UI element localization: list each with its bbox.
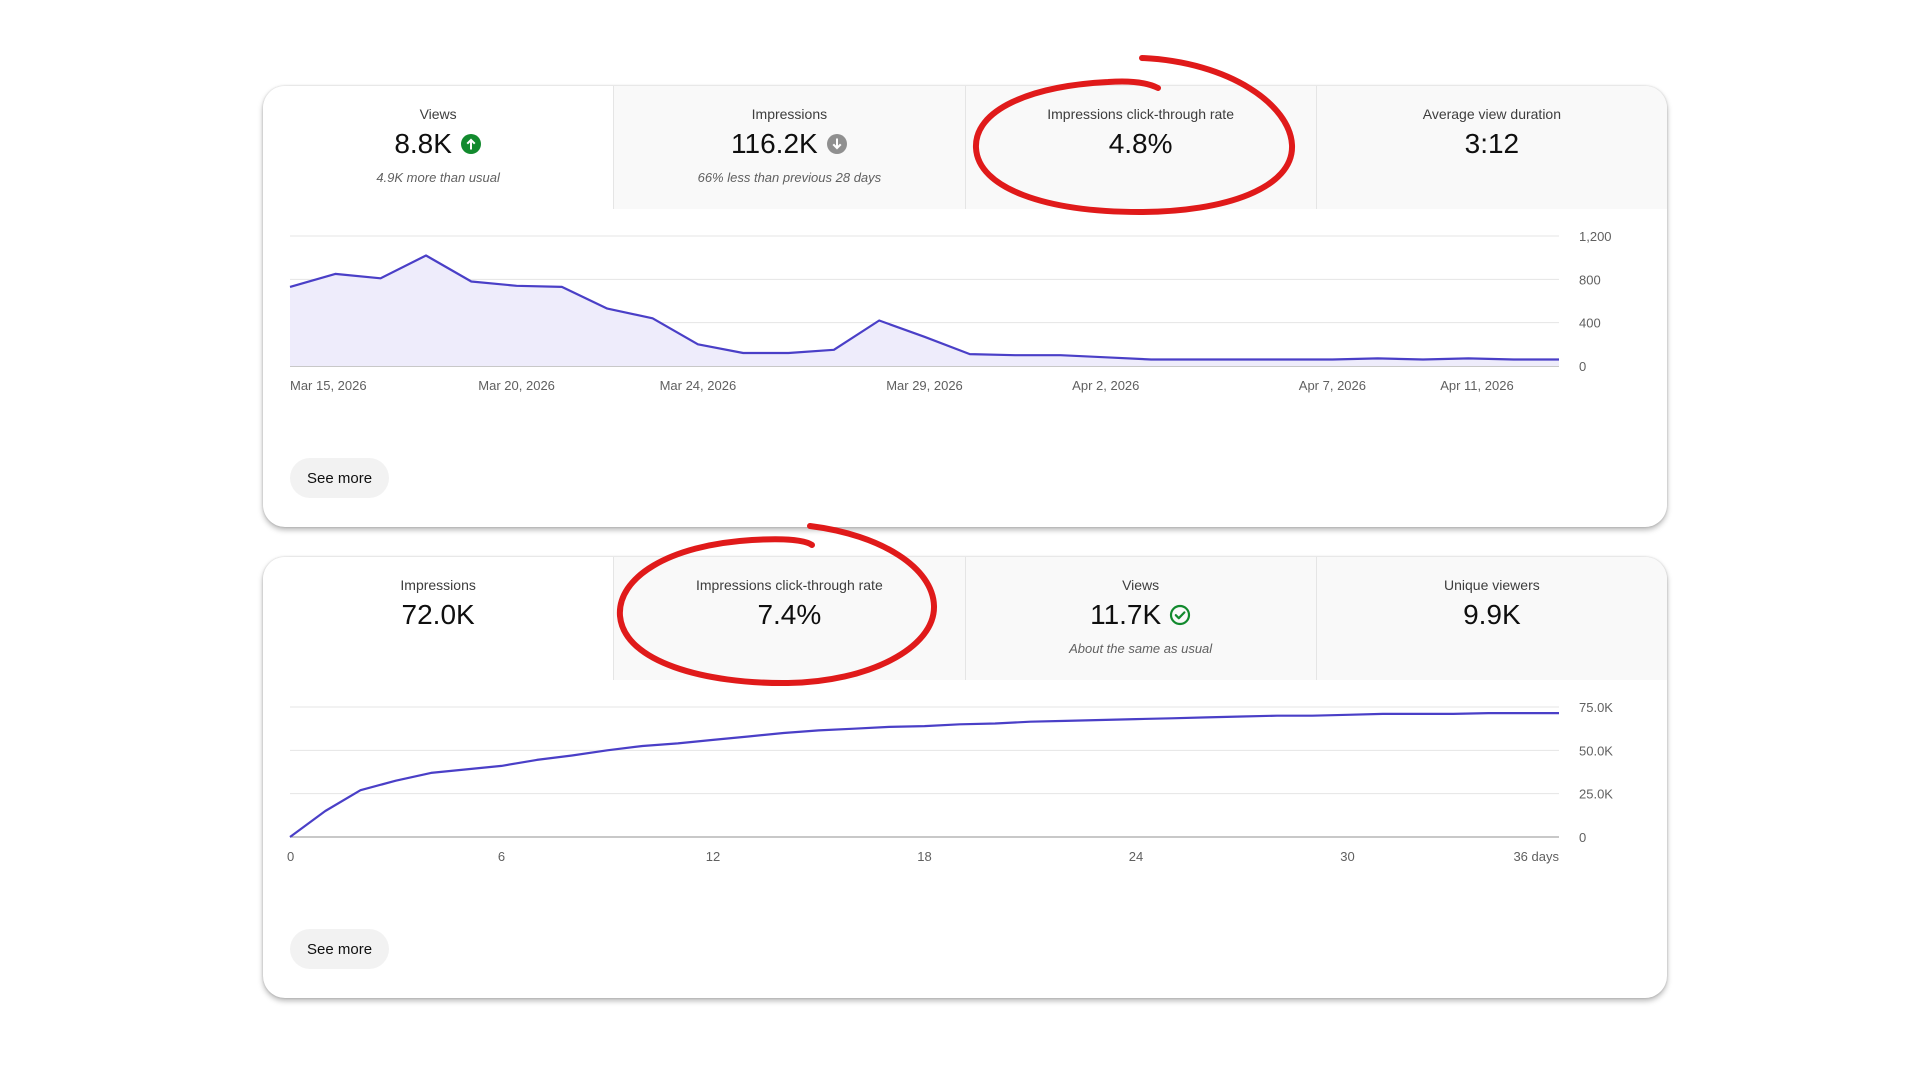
tab-impressions[interactable]: Impressions 72.0K <box>263 557 614 680</box>
tab-views[interactable]: Views 11.7K About the same as usual <box>964 557 1316 680</box>
tab-views[interactable]: Views 8.8K 4.9K more than usual <box>263 86 614 209</box>
x-tick-label: Apr 2, 2026 <box>1072 378 1139 393</box>
see-more-button[interactable]: See more <box>290 458 390 498</box>
x-tick-label: 12 <box>706 849 720 864</box>
tab-value-row: 116.2K <box>614 128 964 160</box>
tab-label: Impressions <box>400 577 476 593</box>
x-tick-label: 30 <box>1340 849 1354 864</box>
x-tick-label: Apr 11, 2026 <box>1440 378 1513 393</box>
see-more-button[interactable]: See more <box>290 929 390 969</box>
impressions-chart-card: Impressions 72.0K Impressions click-thro… <box>263 557 1667 998</box>
tab-value: 72.0K <box>401 599 475 630</box>
y-tick-label: 800 <box>1579 272 1601 287</box>
tab-value: 116.2K <box>731 128 818 159</box>
x-tick-label: 36 days <box>1513 849 1559 864</box>
tab-impressions-ctr[interactable]: Impressions click-through rate 7.4% <box>613 557 965 680</box>
tab-value: 8.8K <box>394 128 452 159</box>
series-line <box>289 254 1559 361</box>
tab-unique-viewers[interactable]: Unique viewers 9.9K <box>1315 557 1667 680</box>
metric-tabs: Impressions 72.0K Impressions click-thro… <box>263 557 1667 680</box>
x-tick-label: Apr 7, 2026 <box>1299 378 1366 393</box>
tab-value-row: 72.0K <box>263 599 613 631</box>
x-tick-label: Mar 24, 2026 <box>660 378 737 393</box>
y-tick-label: 400 <box>1579 316 1601 331</box>
arrow-up-circle-icon <box>460 134 481 154</box>
tab-note: About the same as usual <box>1069 641 1213 656</box>
tab-label: Impressions click-through rate <box>1047 106 1234 122</box>
x-tick-label: 24 <box>1129 849 1143 864</box>
x-tick-label: Mar 29, 2026 <box>886 378 963 393</box>
tab-label: Views <box>419 106 457 122</box>
metric-tabs: Views 8.8K 4.9K more than usual Impressi… <box>263 86 1667 209</box>
tab-label: Impressions click-through rate <box>696 577 883 593</box>
x-tick-label: 0 <box>287 849 294 864</box>
check-circle-icon <box>1170 604 1191 626</box>
y-tick-label: 75.0K <box>1579 700 1613 715</box>
tab-value-row: 11.7K <box>966 599 1316 631</box>
views-area-chart: 0 400 800 1,200 Mar 15, 2026 Mar 20, 2026 Mar … <box>289 229 1612 393</box>
x-tick-label: 6 <box>498 849 505 864</box>
tab-value: 4.8% <box>1108 128 1173 159</box>
tab-value: 3:12 <box>1464 128 1520 159</box>
tab-label: Unique viewers <box>1444 577 1540 593</box>
x-tick-label: Mar 15, 2026 <box>290 378 367 393</box>
tab-label: Average view duration <box>1422 106 1562 122</box>
x-tick-label: Mar 20, 2026 <box>478 378 555 393</box>
tab-note: 4.9K more than usual <box>376 170 500 185</box>
tab-value-row: 4.8% <box>966 128 1316 160</box>
tab-value-row: 7.4% <box>614 599 964 631</box>
tab-value: 7.4% <box>757 599 822 630</box>
y-tick-label: 25.0K <box>1579 787 1613 802</box>
arrow-down-circle-icon <box>826 134 847 154</box>
impressions-line-chart: 0 25.0K 50.0K 75.0K 0 6 12 18 24 30 36 days <box>287 700 1613 864</box>
tab-label: Impressions <box>751 106 828 122</box>
series-line <box>289 712 1559 838</box>
x-tick-label: 18 <box>917 849 931 864</box>
y-tick-label: 0 <box>1579 830 1586 845</box>
tab-average-view-duration[interactable]: Average view duration 3:12 <box>1315 86 1667 209</box>
tab-value: 11.7K <box>1090 599 1162 630</box>
tab-impressions-ctr[interactable]: Impressions click-through rate 4.8% <box>964 86 1316 209</box>
tab-value-row: 3:12 <box>1317 128 1667 160</box>
series-area <box>290 255 1559 366</box>
views-chart-card: Views 8.8K 4.9K more than usual Impressi… <box>263 86 1667 527</box>
tab-value-row: 9.9K <box>1317 599 1667 631</box>
y-tick-label: 1,200 <box>1579 229 1612 244</box>
tab-impressions[interactable]: Impressions 116.2K 66% less than previou… <box>613 86 965 209</box>
tab-value-row: 8.8K <box>263 128 613 160</box>
tab-value: 9.9K <box>1463 599 1521 630</box>
y-tick-label: 0 <box>1579 359 1586 374</box>
tab-note: 66% less than previous 28 days <box>697 170 882 185</box>
tab-label: Views <box>1122 577 1160 593</box>
y-tick-label: 50.0K <box>1579 743 1613 758</box>
